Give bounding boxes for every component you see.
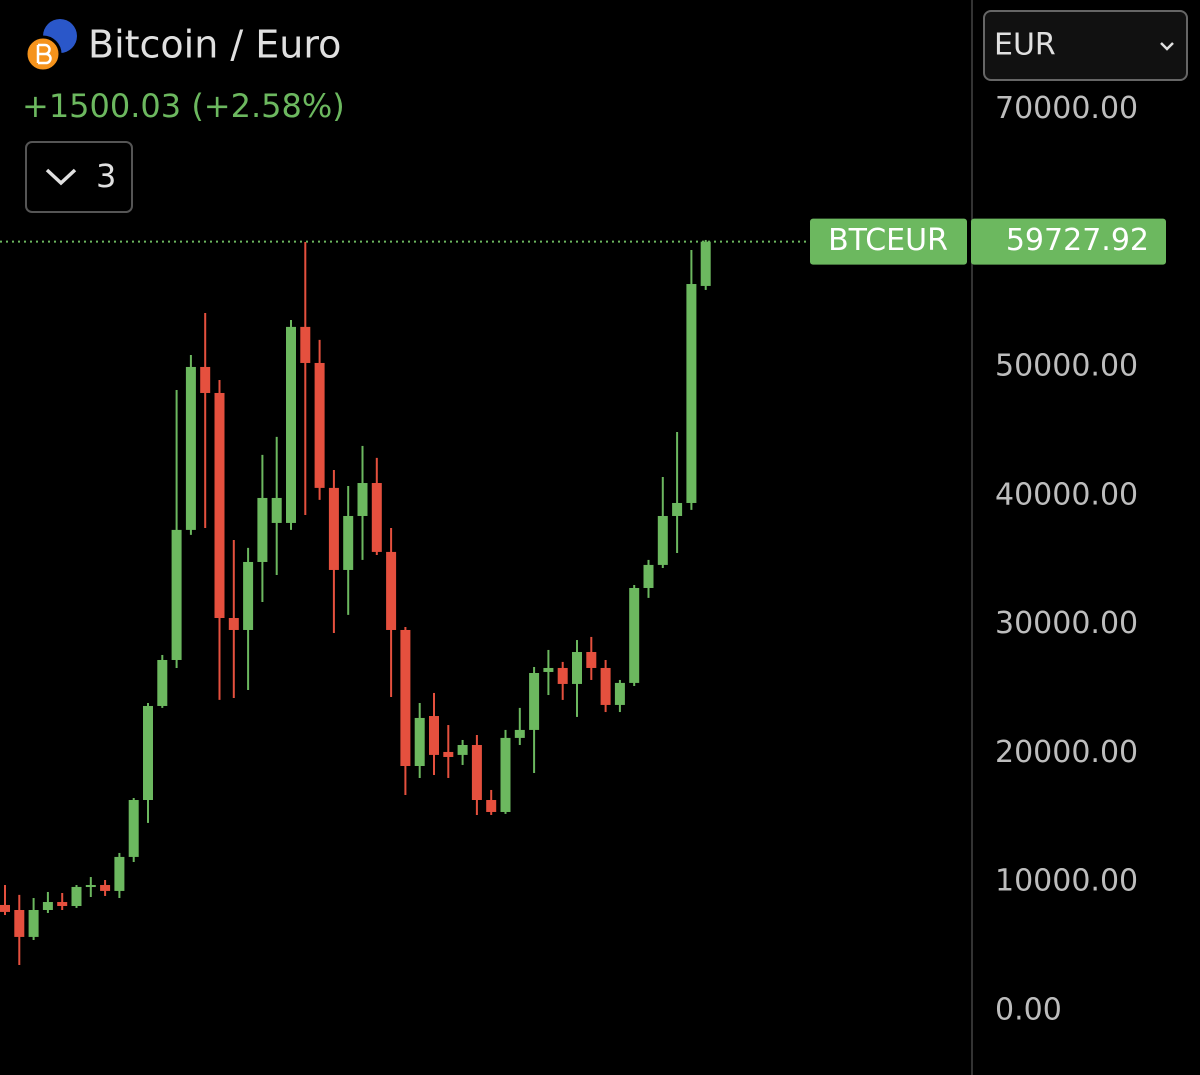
candle-body [128,800,139,857]
candle-body [629,587,640,683]
symbol-label: BTCEUR [828,223,948,258]
candle-body [443,751,454,757]
candle-body [429,716,439,755]
candle-body [686,284,697,503]
candle-body [343,515,354,570]
candle-body [42,902,53,911]
candle-body [214,392,225,619]
candle-body [643,564,654,588]
candle-body [243,561,254,630]
candle-body [586,652,597,668]
candle-body [529,673,540,730]
candle-body [286,326,296,523]
y-tick-label: 40000.00 [995,477,1138,512]
candle-body [672,502,683,516]
candle-body [271,497,282,523]
candle-body [171,529,182,660]
candle-body [414,717,425,766]
chart-title: Bitcoin / Euro [88,23,341,67]
price-badge [971,218,1166,265]
symbol-icon [24,19,77,73]
candle-body [0,904,10,912]
y-tick-label: 50000.00 [995,348,1138,383]
candle-body [557,667,568,684]
candle-body [486,800,497,812]
candle-body [57,902,68,907]
y-tick-label: 20000.00 [995,735,1138,770]
candle-body [28,910,39,937]
candle-body [386,551,397,630]
symbol-badge [810,218,967,265]
candle-body [572,652,582,684]
candle-body [400,629,411,766]
candle-body [143,705,153,801]
candle-body [71,886,82,907]
candle-body [157,659,168,706]
candle-body [257,497,268,562]
interval-label: 3 [96,157,116,195]
last-price-label: 59727.92 [1006,223,1149,258]
candle-body [514,729,525,738]
candle-body [614,682,625,705]
y-tick-label: 30000.00 [995,606,1138,641]
candle-body [543,667,554,672]
candle-body [500,737,511,812]
candle-body [600,667,611,705]
currency-label: EUR [994,28,1056,63]
price-change: +1500.03 (+2.58%) [22,87,345,125]
candle-body [328,487,339,570]
interval-button[interactable]: 3 [25,141,133,213]
candle-body [657,515,668,565]
candle-body [100,885,111,891]
currency-select[interactable]: EUR [983,10,1188,81]
candle-body [85,885,96,888]
candle-body [228,618,239,630]
candle-body [471,745,482,801]
candle-body [200,366,211,393]
candle-body [14,910,25,937]
y-tick-label: 10000.00 [995,864,1138,899]
candle-body [700,241,711,286]
candle-body [300,326,311,363]
y-tick-label: 0.00 [995,992,1062,1027]
candle-body [185,366,196,530]
candle-body [457,745,468,755]
candle-body [314,362,325,488]
y-tick-label: 70000.00 [995,91,1138,126]
candle-body [371,483,382,552]
candle-body [357,483,368,516]
candle-body [114,856,125,891]
